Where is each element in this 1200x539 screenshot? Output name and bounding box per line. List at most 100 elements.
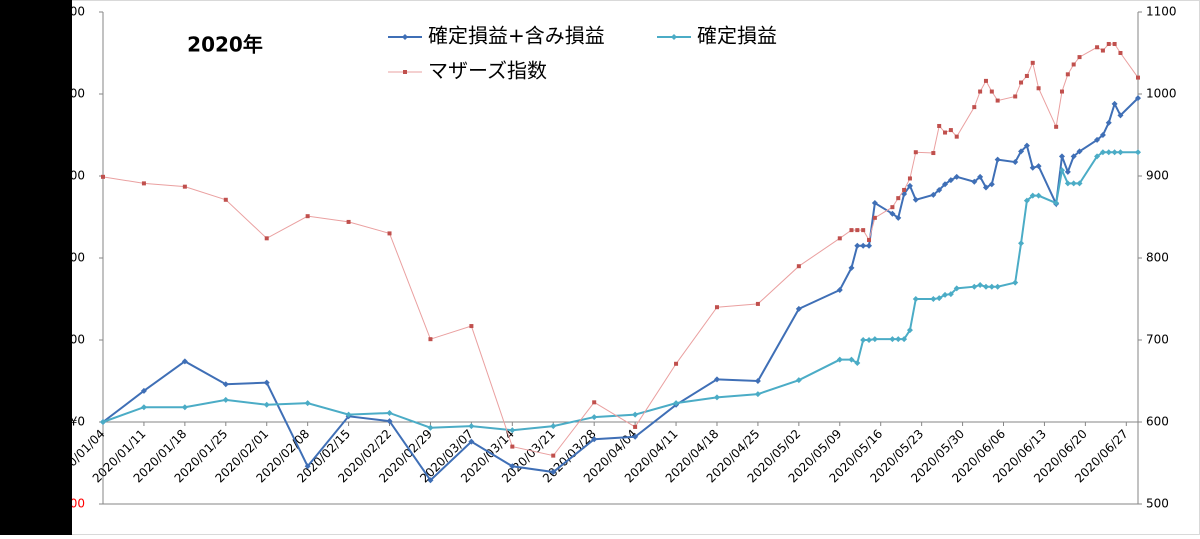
- y2-tick-label: 1000: [1146, 87, 1177, 101]
- marker: [906, 327, 913, 334]
- marker: [871, 200, 878, 207]
- marker: [551, 453, 556, 458]
- marker: [942, 291, 949, 298]
- legend-label: 確定損益: [697, 24, 777, 48]
- y-tick-label: 00: [70, 87, 85, 101]
- marker: [427, 424, 434, 431]
- marker: [1013, 94, 1018, 99]
- marker: [936, 295, 943, 302]
- marker: [1053, 200, 1060, 207]
- y-tick-label: 00: [70, 5, 85, 19]
- marker: [1054, 124, 1059, 129]
- marker: [1135, 95, 1141, 102]
- marker: [101, 174, 105, 179]
- redaction: [0, 0, 72, 535]
- y2-tick-label: 500: [1146, 497, 1169, 511]
- legend-marker: [403, 70, 407, 74]
- marker: [889, 336, 896, 343]
- marker: [837, 236, 842, 241]
- marker: [1136, 75, 1140, 80]
- marker: [510, 444, 515, 449]
- marker: [550, 469, 557, 476]
- marker: [947, 291, 954, 298]
- marker: [182, 184, 187, 189]
- marker: [632, 411, 639, 418]
- marker: [140, 404, 147, 411]
- marker: [387, 231, 392, 236]
- marker: [1070, 153, 1077, 160]
- marker: [633, 424, 638, 429]
- marker: [860, 242, 867, 249]
- marker: [591, 436, 598, 443]
- marker: [836, 286, 843, 293]
- marker: [1077, 55, 1082, 60]
- marker: [978, 89, 983, 94]
- marker: [907, 176, 912, 181]
- marker: [953, 173, 960, 180]
- marker: [871, 336, 878, 343]
- marker: [632, 433, 639, 440]
- marker: [977, 173, 984, 180]
- marker: [896, 196, 901, 201]
- marker: [674, 361, 679, 366]
- marker: [1117, 149, 1124, 156]
- marker: [901, 336, 908, 343]
- y-tick-label: ¥0: [70, 415, 85, 429]
- marker: [912, 196, 919, 203]
- marker: [468, 438, 475, 445]
- marker: [795, 377, 802, 384]
- marker: [848, 356, 855, 363]
- marker: [1100, 48, 1105, 53]
- marker: [1023, 142, 1030, 149]
- marker: [890, 205, 895, 210]
- marker: [1118, 51, 1123, 55]
- marker: [948, 128, 953, 133]
- marker: [181, 404, 188, 411]
- legend-label: マザーズ指数: [428, 59, 547, 83]
- marker: [509, 463, 516, 470]
- marker: [263, 379, 270, 386]
- marker: [983, 78, 988, 83]
- marker: [1030, 60, 1035, 65]
- marker: [754, 378, 761, 384]
- marker: [1106, 41, 1111, 46]
- y-tick-label: 00: [70, 169, 85, 183]
- marker: [872, 215, 877, 220]
- y2-tick-label: 800: [1146, 251, 1169, 265]
- marker: [754, 391, 761, 398]
- marker: [867, 237, 872, 242]
- y2-tick-label: 600: [1146, 415, 1169, 429]
- marker: [995, 98, 1000, 103]
- marker: [854, 242, 861, 249]
- marker: [988, 283, 995, 290]
- marker: [796, 264, 801, 269]
- marker: [1059, 89, 1064, 94]
- marker: [848, 264, 855, 271]
- marker: [866, 337, 873, 343]
- legend-marker: [671, 34, 677, 40]
- marker: [1094, 136, 1101, 143]
- marker: [943, 130, 948, 135]
- legend-marker: [402, 34, 408, 40]
- marker: [1029, 192, 1036, 199]
- marker: [222, 396, 229, 403]
- marker: [1105, 119, 1112, 126]
- marker: [305, 214, 310, 219]
- marker: [1076, 180, 1083, 187]
- marker: [1065, 72, 1070, 77]
- marker: [849, 228, 854, 233]
- marker: [913, 150, 918, 155]
- marker: [953, 285, 960, 292]
- marker: [854, 359, 861, 366]
- marker: [1019, 80, 1024, 85]
- marker: [1076, 148, 1083, 155]
- marker: [1099, 132, 1106, 138]
- marker: [895, 214, 902, 221]
- marker: [469, 324, 474, 329]
- marker: [930, 191, 937, 198]
- marker: [1070, 180, 1077, 187]
- marker: [713, 394, 720, 401]
- marker: [100, 419, 106, 425]
